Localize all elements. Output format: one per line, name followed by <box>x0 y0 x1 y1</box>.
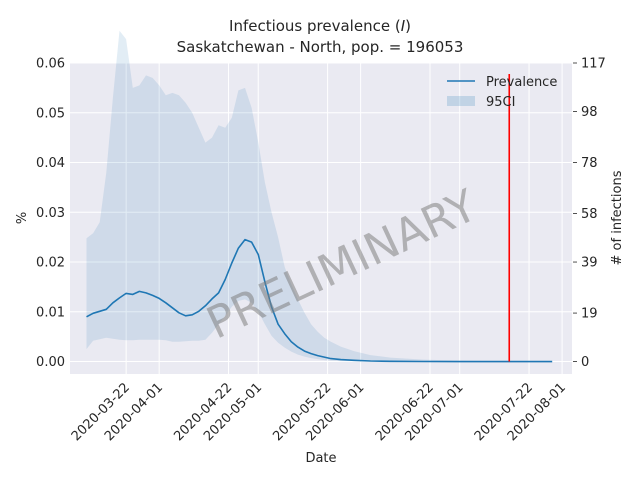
legend: Prevalence 95CI <box>447 75 557 110</box>
plot-area <box>70 63 572 374</box>
y2-tick-label: 19 <box>581 307 598 322</box>
prevalence-line-layer <box>86 238 553 363</box>
y2-tick-label: 58 <box>581 207 598 222</box>
y2-tick-label: 98 <box>581 105 598 120</box>
ci-band <box>86 30 553 362</box>
y-axis-ticks-left: 0.00 0.01 0.02 0.03 0.04 0.05 0.06 <box>36 57 65 371</box>
y-tick-label: 0.02 <box>36 256 65 271</box>
legend-label-prevalence: Prevalence <box>486 75 557 90</box>
y-axis-label: % <box>15 212 30 224</box>
chart-subtitle: Saskatchewan - North, pop. = 196053 <box>177 38 464 56</box>
y2-tick-label: 78 <box>581 156 598 171</box>
y-tick-label: 0.00 <box>36 355 65 370</box>
y-tick-label: 0.05 <box>36 106 65 121</box>
chart-title-variable: I <box>401 17 406 35</box>
y-tick-label: 0.01 <box>36 305 65 320</box>
y-tick-label: 0.06 <box>36 57 65 72</box>
y2-tick-label: 0 <box>581 355 589 370</box>
y-axis-label-right: # of infections <box>610 170 625 265</box>
y-tick-label: 0.03 <box>36 206 65 221</box>
y2-tick-label: 117 <box>581 57 606 72</box>
legend-label-95ci: 95CI <box>486 95 515 110</box>
chart-title: Infectious prevalence (I) <box>229 17 411 35</box>
y-axis-ticks-right: 0 19 39 58 78 98 117 <box>573 57 606 370</box>
y-tick-label: 0.04 <box>36 156 65 171</box>
x-axis-label: Date <box>305 451 336 466</box>
prevalence-line <box>86 238 553 363</box>
confidence-band-layer <box>86 30 553 362</box>
grid-lines <box>70 62 572 374</box>
legend-swatch-95ci <box>447 96 475 106</box>
y2-tick-label: 39 <box>581 256 598 271</box>
